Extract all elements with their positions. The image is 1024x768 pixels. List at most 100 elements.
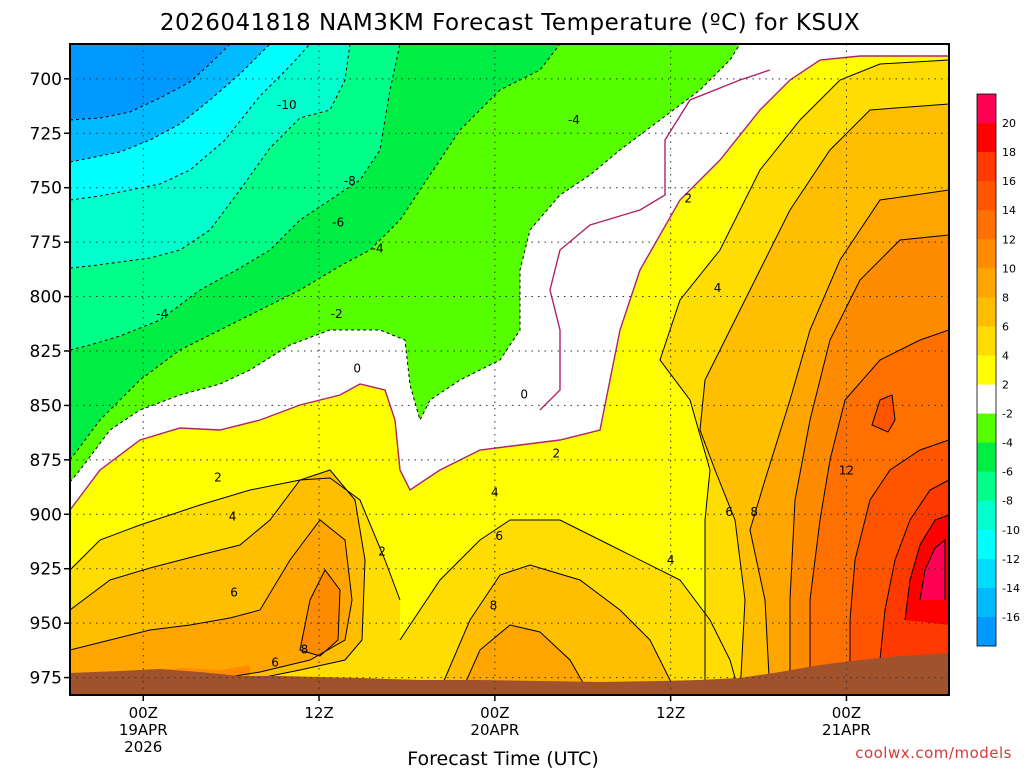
- contour-label-10: 2: [378, 544, 386, 558]
- contour-label-20: 6: [725, 505, 733, 519]
- colorbar-label-4: 12: [1002, 233, 1016, 246]
- contour-label-1: -8: [344, 174, 356, 188]
- x-tick-label-4-1: 21APR: [822, 721, 871, 739]
- colorbar-swatch-9: [977, 355, 996, 385]
- colorbar-swatch-5: [977, 239, 996, 269]
- temperature-fill-bands: [70, 44, 949, 695]
- isotherm-plus2b: [399, 519, 741, 695]
- colorbar-label-16: -14: [1002, 582, 1020, 595]
- x-tick-label-0-0: 00Z: [129, 704, 158, 722]
- y-tick-label-775: 775: [30, 233, 62, 253]
- x-tick-label-3-0: 12Z: [656, 704, 685, 722]
- colorbar-label-15: -12: [1002, 553, 1020, 566]
- y-tick-label-925: 925: [30, 560, 62, 580]
- contour-label-14: 4: [491, 486, 499, 500]
- contour-label-6: -2: [331, 307, 343, 321]
- colorbar-label-6: 8: [1002, 291, 1009, 304]
- band-minus14: [70, 44, 270, 162]
- contour-label-18: 6: [271, 655, 279, 669]
- isotherm-plus6: [70, 519, 353, 686]
- contour-label-22: 8: [490, 599, 498, 613]
- colorbar-swatch-17: [977, 587, 996, 618]
- y-tick-label-900: 900: [30, 505, 62, 525]
- isotherm-plus6b: [459, 624, 591, 695]
- colorbar-label-13: -8: [1002, 495, 1013, 508]
- colorbar-swatch-15: [977, 529, 996, 560]
- colorbar-label-10: -2: [1002, 408, 1013, 421]
- contour-label-21: 8: [301, 642, 309, 656]
- band-minus12: [70, 44, 310, 200]
- contour-label-0: -10: [277, 98, 297, 112]
- contour-label-9: 2: [214, 470, 222, 484]
- negative-isotherms: [70, 44, 741, 483]
- contour-label-13: 4: [229, 509, 237, 523]
- contour-labels: -10 -8 -6 -4 -4 -4 -2 0 0 2 2 2 2 4 4 4 4 6 6 6 6 8 8 8 12: [156, 98, 854, 669]
- contour-label-11: 2: [553, 446, 561, 460]
- isotherm-minus6: [70, 44, 561, 461]
- isotherm-plus8b: [789, 234, 949, 695]
- band-plus20: [920, 540, 945, 600]
- isotherm-plus8: [299, 569, 341, 657]
- isotherm-plus18: [919, 538, 946, 601]
- y-tick-label-725: 725: [30, 124, 62, 144]
- colorbar-label-5: 10: [1002, 262, 1016, 275]
- positive-isotherms: [70, 59, 949, 695]
- contour-label-2: -6: [332, 216, 344, 230]
- plot-frame: [69, 43, 950, 696]
- band-plus8: [70, 520, 352, 688]
- y-tick-label-800: 800: [30, 288, 62, 308]
- band-minus6: [70, 44, 560, 460]
- band-plus10b: [300, 570, 340, 656]
- colorbar-swatch-0: [977, 94, 996, 124]
- colorbar-label-9: 2: [1002, 379, 1009, 392]
- band-plus14-blob: [872, 395, 895, 432]
- isotherm-plus12: [849, 439, 949, 695]
- colorbar-label-17: -16: [1002, 611, 1020, 624]
- isotherm-plus14-loop: [871, 394, 896, 433]
- colorbar-swatch-11: [977, 413, 996, 443]
- x-tick-label-0-1: 19APR: [119, 721, 168, 739]
- contour-label-7: 0: [353, 361, 361, 375]
- colorbar-swatch-14: [977, 500, 996, 531]
- y-tick-label-975: 975: [30, 669, 62, 689]
- contour-label-17: 6: [230, 586, 238, 600]
- isotherm-plus16: [904, 514, 949, 621]
- colorbar-swatch-3: [977, 181, 996, 211]
- terrain-ground: [70, 653, 949, 695]
- contour-label-12: 2: [684, 192, 692, 206]
- colorbar-label-7: 6: [1002, 320, 1009, 333]
- colorbar-swatch-2: [977, 152, 996, 182]
- y-tick-label-825: 825: [30, 342, 62, 362]
- colorbar-label-14: -10: [1002, 524, 1020, 537]
- x-tick-label-2-0: 00Z: [480, 704, 509, 722]
- credit-link[interactable]: coolwx.com/models: [855, 744, 1012, 762]
- contour-label-19: 6: [495, 529, 503, 543]
- colorbar-swatch-16: [977, 558, 996, 589]
- colorbar-label-12: -6: [1002, 466, 1013, 479]
- isotherm-plus10: [809, 329, 949, 695]
- band-minus8: [70, 44, 400, 350]
- plot-area: [69, 43, 950, 696]
- colorbar-swatch-7: [977, 297, 996, 327]
- colorbar-label-1: 18: [1002, 146, 1016, 159]
- colorbar: 20 18 16 14 12 10 8 6 4 2 -2 -4 -6 -8 -10 -12 -14 -16: [976, 93, 1020, 647]
- colorbar-label-3: 14: [1002, 204, 1016, 217]
- isotherm-plus4: [70, 469, 366, 691]
- colorbar-swatch-8: [977, 326, 996, 356]
- colorbar-label-8: 4: [1002, 349, 1009, 362]
- x-tick-label-0-2: 2026: [124, 738, 162, 756]
- band-minus4-patch: [465, 284, 496, 302]
- band-minus4-patch2: [435, 330, 450, 342]
- y-tick-label-875: 875: [30, 451, 62, 471]
- colorbar-swatch-13: [977, 471, 996, 502]
- colorbar-label-2: 16: [1002, 175, 1016, 188]
- isotherm-plus2: [70, 477, 401, 601]
- colorbar-swatch-4: [977, 210, 996, 240]
- isotherm-minus4: [70, 44, 741, 483]
- y-axis: 700 725 750 775 800 825 850 875 900 925 950 975: [30, 70, 70, 689]
- contour-label-4: -4: [568, 113, 580, 127]
- colorbar-swatch-18: [977, 616, 996, 647]
- contour-label-24: 12: [839, 464, 854, 478]
